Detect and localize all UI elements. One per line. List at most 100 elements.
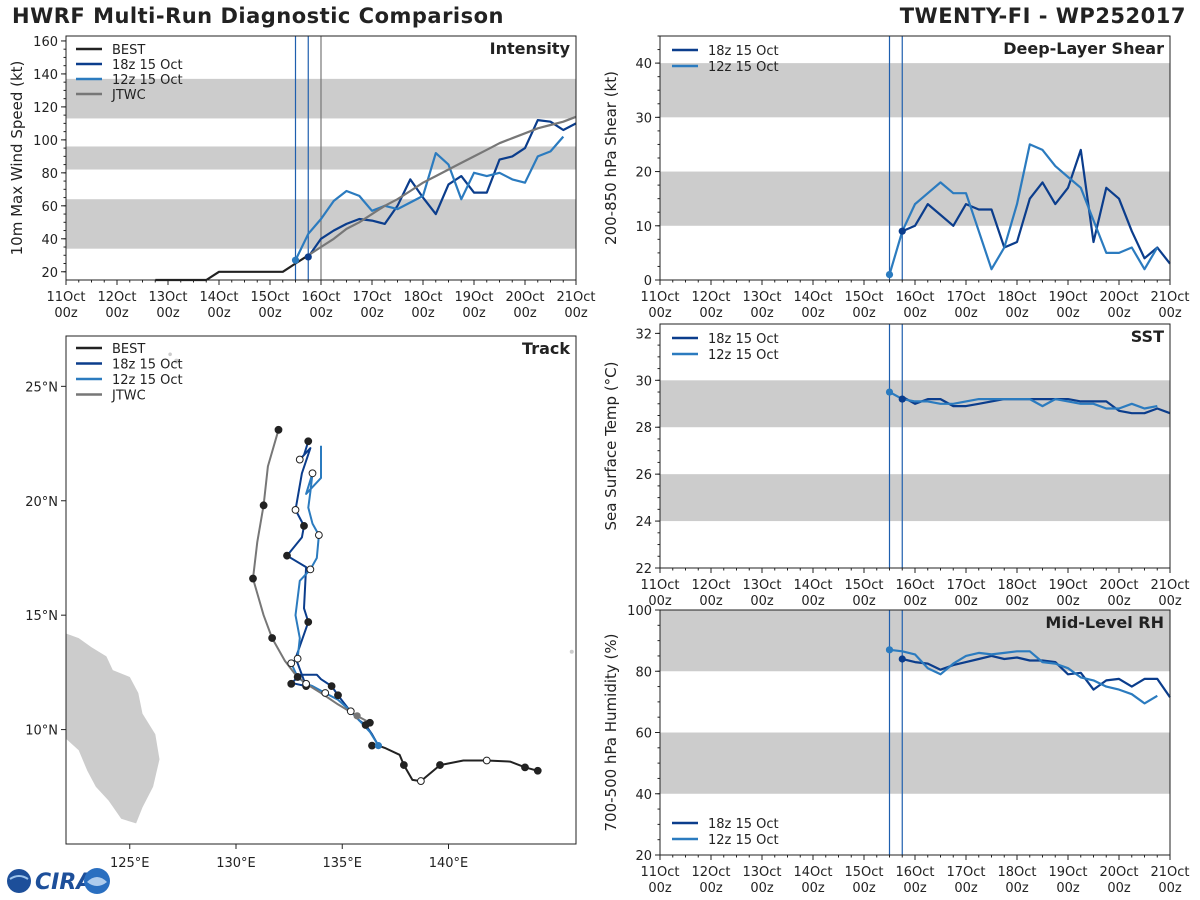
sst-xtick-hour: 00z	[750, 594, 774, 609]
track-point-run18z	[327, 682, 336, 691]
sst-ytick-label: 24	[635, 515, 652, 530]
rh-legend-label: 12z 15 Oct	[708, 833, 779, 848]
shear-xtick-day: 16Oct	[895, 290, 934, 305]
track-point-run18z	[295, 455, 304, 464]
sst-xtick-day: 12Oct	[691, 578, 730, 593]
track-point-run18z	[304, 437, 313, 446]
shear-init-marker	[898, 227, 906, 235]
track-point-jtwc	[249, 574, 257, 583]
track-point-jtwc	[268, 634, 277, 642]
track-title: Track	[522, 339, 570, 358]
track-point-run18z	[334, 691, 342, 700]
intensity-series-best	[155, 254, 309, 282]
sst-xtick-hour: 00z	[1005, 594, 1029, 609]
track-point-run12z	[346, 707, 355, 716]
intensity-ytick-label: 100	[33, 134, 58, 149]
intensity-xtick-day: 19Oct	[454, 290, 493, 305]
rh-xtick-hour: 00z	[648, 881, 672, 896]
rh-xtick-day: 12Oct	[691, 865, 730, 880]
intensity-ytick-label: 20	[41, 266, 58, 281]
sst-xtick-day: 21Oct	[1150, 578, 1189, 593]
intensity-init-marker	[291, 256, 300, 264]
intensity-xtick-day: 12Oct	[97, 290, 136, 305]
intensity-title: Intensity	[490, 39, 571, 58]
cira-logo: CIRA	[5, 866, 115, 900]
track-xtick-label: 130°E	[216, 856, 256, 871]
track-legend-label: 12z 15 Oct	[112, 373, 183, 388]
track-xtick-label: 135°E	[322, 856, 362, 871]
sst-xtick-hour: 00z	[954, 594, 978, 609]
track-frame	[65, 335, 577, 845]
shear-xtick-hour: 00z	[801, 306, 825, 321]
intensity-xtick-day: 20Oct	[505, 290, 544, 305]
shear-xtick-hour: 00z	[852, 306, 876, 321]
sst-xtick-hour: 00z	[1056, 594, 1080, 609]
rh-ytick-label: 40	[635, 788, 652, 803]
track-point-run12z	[293, 673, 302, 681]
shear-series-run12z	[888, 143, 1159, 275]
sst-ytick-label: 28	[635, 421, 652, 436]
sst-xtick-hour: 00z	[648, 594, 672, 609]
rh-xtick-day: 19Oct	[1048, 865, 1087, 880]
shear-xtick-hour: 00z	[1158, 306, 1182, 321]
shear-ylabel: 200-850 hPa Shear (kt)	[602, 71, 620, 245]
intensity-legend-label: 12z 15 Oct	[112, 73, 183, 88]
storm-name: TWENTY-FI - WP252017	[899, 4, 1186, 28]
sst-series-run12z	[888, 391, 1158, 410]
intensity-xtick-hour: 00z	[564, 306, 588, 321]
sst-ytick-label: 30	[635, 374, 652, 389]
sst-legend-label: 18z 15 Oct	[708, 332, 779, 347]
intensity-ytick-label: 60	[41, 200, 58, 215]
rh-xtick-hour: 00z	[852, 881, 876, 896]
rh-xtick-hour: 00z	[750, 881, 774, 896]
rh-xtick-day: 16Oct	[895, 865, 934, 880]
rh-init-marker	[898, 655, 906, 663]
shear-xtick-hour: 00z	[750, 306, 774, 321]
rh-series-run12z	[889, 648, 1158, 705]
track-point-best	[533, 766, 542, 775]
shear-ytick-label: 40	[635, 57, 652, 72]
rh-xtick-day: 21Oct	[1150, 865, 1189, 880]
track-point-run12z	[308, 469, 317, 478]
intensity-xtick-hour: 00z	[360, 306, 384, 321]
rh-xtick-day: 15Oct	[844, 865, 883, 880]
sst-band	[660, 474, 1170, 522]
intensity-xtick-hour: 00z	[105, 306, 129, 321]
track-legend-label: 18z 15 Oct	[112, 358, 183, 373]
track-series-run18z	[286, 441, 380, 747]
intensity-xtick-hour: 00z	[258, 306, 282, 321]
track-point-run12z	[306, 565, 315, 574]
sst-xtick-day: 20Oct	[1099, 578, 1138, 593]
intensity-legend-label: BEST	[112, 43, 145, 58]
shear-xtick-day: 13Oct	[742, 290, 781, 305]
track-point-run18z	[291, 506, 300, 514]
shear-init-marker	[885, 270, 894, 279]
rh-ytick-label: 20	[635, 849, 652, 864]
track-point-run18z	[287, 679, 296, 688]
intensity-xtick-day: 17Oct	[352, 290, 391, 305]
intensity-ylabel: 10m Max Wind Speed (kt)	[8, 61, 26, 256]
sst-series-run18z	[901, 395, 1171, 415]
sst-ylabel: Sea Surface Temp (°C)	[602, 361, 620, 530]
track-ytick-label: 25°N	[25, 380, 58, 395]
shear-xtick-day: 19Oct	[1048, 290, 1087, 305]
sst-xtick-day: 11Oct	[640, 578, 679, 593]
shear-ytick-label: 0	[644, 274, 652, 289]
shear-ytick-label: 30	[635, 111, 652, 126]
sst-xtick-hour: 00z	[1107, 594, 1131, 609]
island	[168, 352, 172, 357]
intensity-xtick-hour: 00z	[411, 306, 435, 321]
rh-xtick-hour: 00z	[1158, 881, 1182, 896]
track-series-best	[372, 744, 538, 783]
sst-xtick-hour: 00z	[1158, 594, 1182, 609]
sst-legend-label: 12z 15 Oct	[708, 348, 779, 363]
sst-xtick-day: 17Oct	[946, 578, 985, 593]
rh-xtick-hour: 00z	[1005, 881, 1029, 896]
sst-title: SST	[1131, 327, 1164, 346]
intensity-legend-label: JTWC	[111, 88, 146, 103]
sst-xtick-day: 16Oct	[895, 578, 934, 593]
shear-xtick-hour: 00z	[648, 306, 672, 321]
sst-xtick-day: 15Oct	[844, 578, 883, 593]
philippines-land	[66, 633, 160, 824]
shear-xtick-hour: 00z	[903, 306, 927, 321]
